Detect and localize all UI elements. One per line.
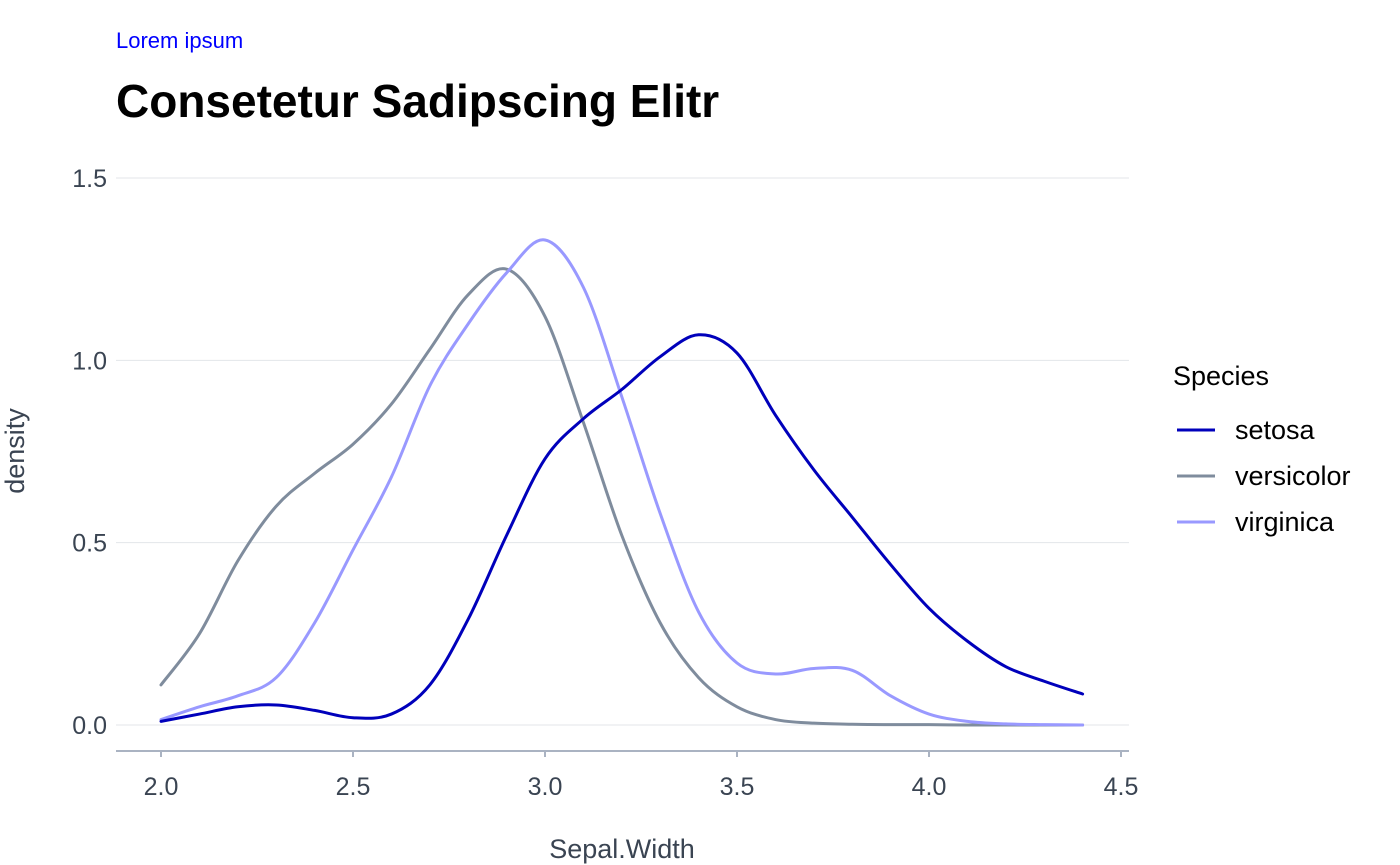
axis-layer: 0.0 0.5 1.0 1.5 2.0 2.5 3.0 3.5 4.0 4.5 Sepal.Widt… [0, 165, 1138, 864]
x-tick-label: 2.0 [144, 773, 179, 801]
chart-caption: Lorem ipsum [116, 28, 244, 53]
y-tick-label: 0.0 [72, 712, 107, 740]
y-tick-label: 1.5 [72, 165, 107, 193]
legend-label-versicolor: versicolor [1235, 461, 1351, 491]
series-layer [159, 238, 1085, 727]
chart-title: Consetetur Sadipscing Elitr [116, 75, 720, 127]
x-tick-label: 2.5 [336, 773, 371, 801]
x-axis-title: Sepal.Width [549, 834, 695, 864]
legend-label-virginica: virginica [1235, 507, 1335, 537]
x-tick-label: 4.5 [1104, 773, 1139, 801]
y-tick-label: 1.0 [72, 347, 107, 375]
legend: Species setosa versicolor virginica [1173, 361, 1351, 537]
grid-layer [116, 177, 1129, 726]
series-line-setosa [159, 333, 1085, 723]
x-tick-label: 3.0 [528, 773, 563, 801]
x-tick-label: 4.0 [912, 773, 947, 801]
legend-title: Species [1173, 361, 1269, 391]
series-line-virginica [159, 238, 1085, 727]
legend-label-setosa: setosa [1235, 415, 1316, 445]
series-line-versicolor [159, 267, 1085, 727]
x-tick-label: 3.5 [720, 773, 755, 801]
y-tick-label: 0.5 [72, 530, 107, 558]
y-axis-title: density [0, 408, 30, 494]
